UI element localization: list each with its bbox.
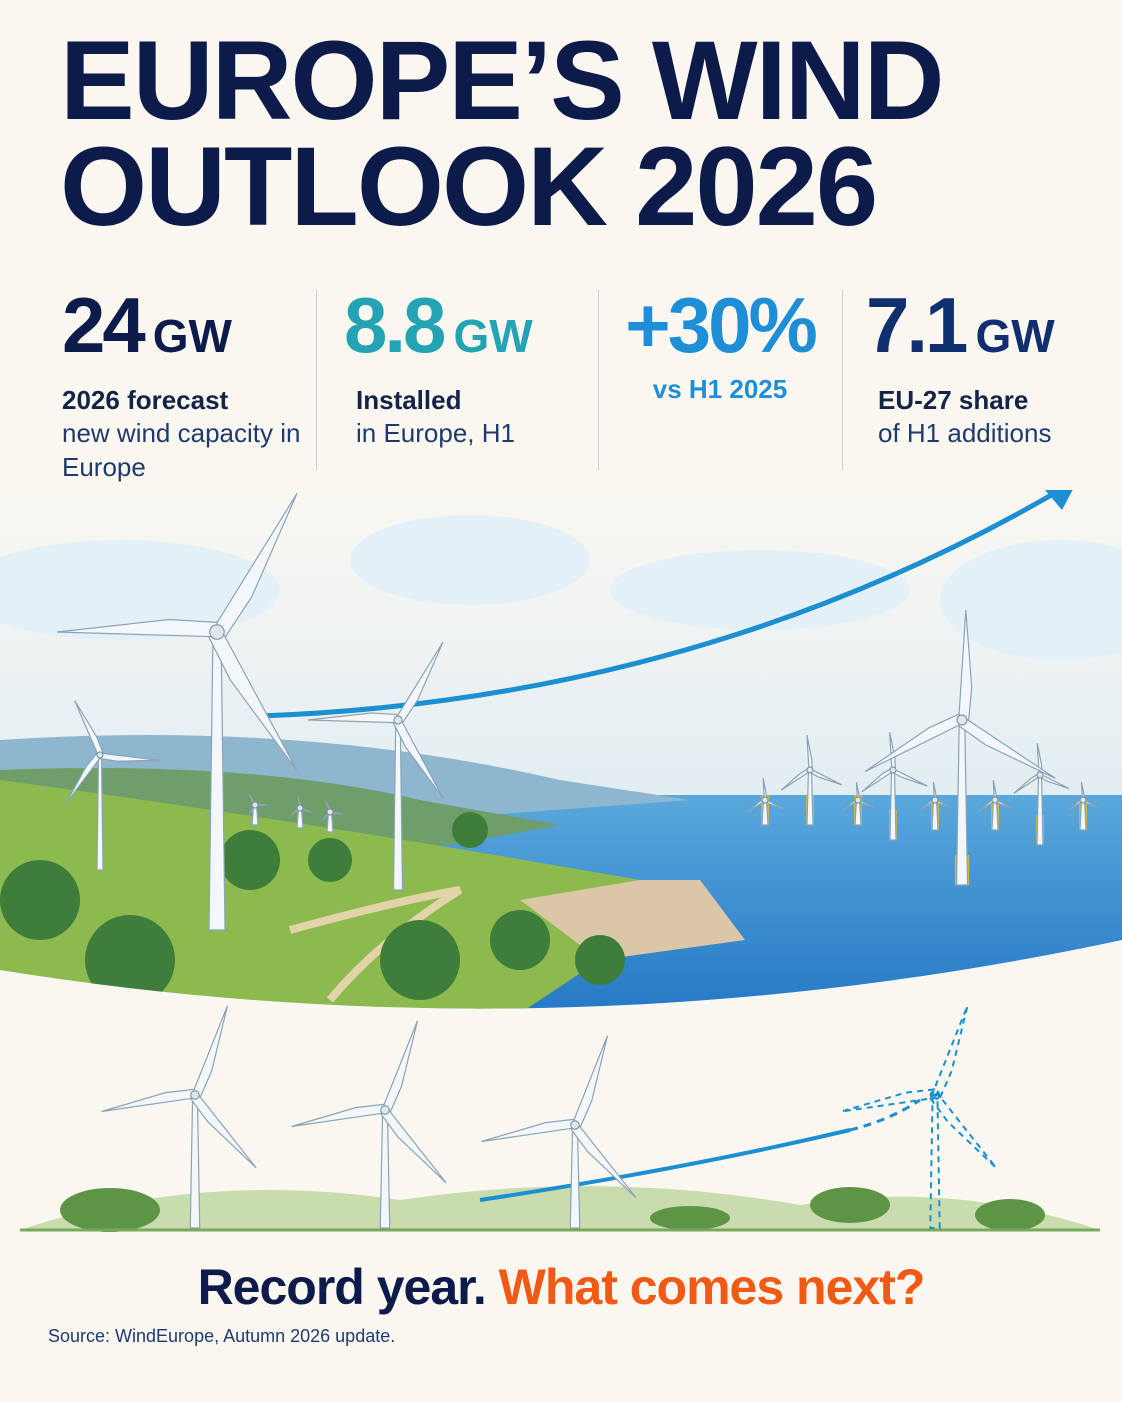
stat-sub: in Europe, H1 <box>356 418 515 448</box>
turbine <box>65 700 160 871</box>
stat-number: 8.8 <box>344 281 446 369</box>
blade <box>189 1092 257 1169</box>
stat: 7.1 GW EU-27 share of H1 additions <box>866 280 1106 450</box>
hub <box>991 796 999 804</box>
stat-value: 24 GW <box>62 280 312 381</box>
hub <box>570 1120 580 1130</box>
tower <box>96 754 104 871</box>
turbine <box>1013 743 1070 846</box>
divider <box>842 290 843 470</box>
blade <box>379 1107 447 1184</box>
blade <box>571 1035 609 1128</box>
tower <box>854 799 862 826</box>
turbine <box>842 781 875 826</box>
tower <box>1036 774 1044 846</box>
hub <box>854 796 862 804</box>
stat-label: EU-27 share <box>878 385 1029 415</box>
stat-value: +30% <box>610 280 830 370</box>
bottom-scene <box>20 1005 1100 1232</box>
stat-unit: GW <box>453 310 533 362</box>
turbine <box>481 1035 637 1229</box>
turbine <box>307 641 444 891</box>
hub <box>931 796 939 804</box>
hub <box>326 808 334 816</box>
tower <box>806 769 814 826</box>
tower <box>189 1094 201 1229</box>
turbine <box>56 493 298 931</box>
hub <box>1079 796 1087 804</box>
blade <box>841 1088 937 1113</box>
turbine <box>746 777 786 826</box>
stat: 8.8 GW Installed in Europe, H1 <box>344 280 584 450</box>
turbine <box>101 1005 257 1229</box>
turbine <box>780 735 842 826</box>
turbine <box>864 610 1056 886</box>
divider <box>598 290 599 470</box>
hub <box>956 714 968 726</box>
turbine <box>248 794 268 826</box>
stat-number: +30% <box>625 281 818 369</box>
tower <box>1079 799 1087 831</box>
hub <box>209 624 225 640</box>
blade <box>931 1005 969 1099</box>
hub <box>251 801 259 809</box>
hub <box>96 751 104 759</box>
source: Source: WindEurope, Autumn 2026 update. <box>48 1326 396 1346</box>
hub <box>761 796 769 804</box>
tagline-question: What comes next? <box>498 1259 926 1315</box>
title-line: EUROPE’S WIND <box>60 18 945 143</box>
hub <box>380 1105 390 1115</box>
hub <box>190 1090 200 1100</box>
stat-label: 2026 forecast <box>62 385 229 415</box>
tagline: Record year. What comes next? <box>0 1258 1122 1316</box>
tower <box>569 1124 581 1229</box>
turbine <box>861 732 928 841</box>
stat-sub: new wind capacity in Europe <box>62 418 301 482</box>
turbine <box>321 800 342 833</box>
stat-sub: of H1 additions <box>878 418 1052 448</box>
tower <box>379 1109 391 1229</box>
turbine <box>291 1020 447 1229</box>
turbine <box>290 796 312 829</box>
divider <box>316 290 317 470</box>
turbine <box>1067 781 1100 831</box>
tower <box>392 719 404 891</box>
turbine <box>919 781 952 831</box>
stat-label: Installed <box>356 385 462 415</box>
stat-unit: GW <box>152 310 232 362</box>
hub <box>929 1089 941 1101</box>
hub <box>889 766 897 774</box>
tagline-lead: Record year. <box>197 1259 487 1315</box>
turbine <box>978 779 1014 831</box>
landscape <box>0 490 1122 1009</box>
stat-label: vs H1 2025 <box>652 374 788 404</box>
title-line: OUTLOOK 2026 <box>60 124 878 249</box>
stat: 24 GW 2026 forecast new wind capacity in … <box>62 280 312 484</box>
tower <box>931 799 939 831</box>
blade <box>481 1118 577 1143</box>
hub <box>806 766 814 774</box>
hub <box>393 715 403 725</box>
hub <box>296 804 304 812</box>
stat: +30% vs H1 2025 <box>610 280 830 405</box>
tower <box>889 769 897 841</box>
blade <box>101 1088 197 1113</box>
stat-number: 24 <box>62 281 146 369</box>
stat-number: 7.1 <box>866 281 968 369</box>
tower <box>761 799 769 826</box>
blade <box>929 1091 997 1169</box>
stat-value: 7.1 GW <box>866 280 1106 381</box>
stat-unit: GW <box>975 310 1055 362</box>
blade <box>191 1005 229 1098</box>
blade <box>381 1020 419 1113</box>
title: EUROPE’S WIND OUTLOOK 2026 <box>60 18 945 249</box>
tower <box>991 799 999 831</box>
stat-value: 8.8 GW <box>344 280 584 381</box>
turbine <box>841 1005 997 1229</box>
hub <box>1036 771 1044 779</box>
blade <box>291 1103 387 1128</box>
